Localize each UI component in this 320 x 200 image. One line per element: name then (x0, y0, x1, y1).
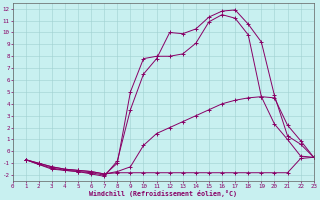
X-axis label: Windchill (Refroidissement éolien,°C): Windchill (Refroidissement éolien,°C) (89, 190, 237, 197)
